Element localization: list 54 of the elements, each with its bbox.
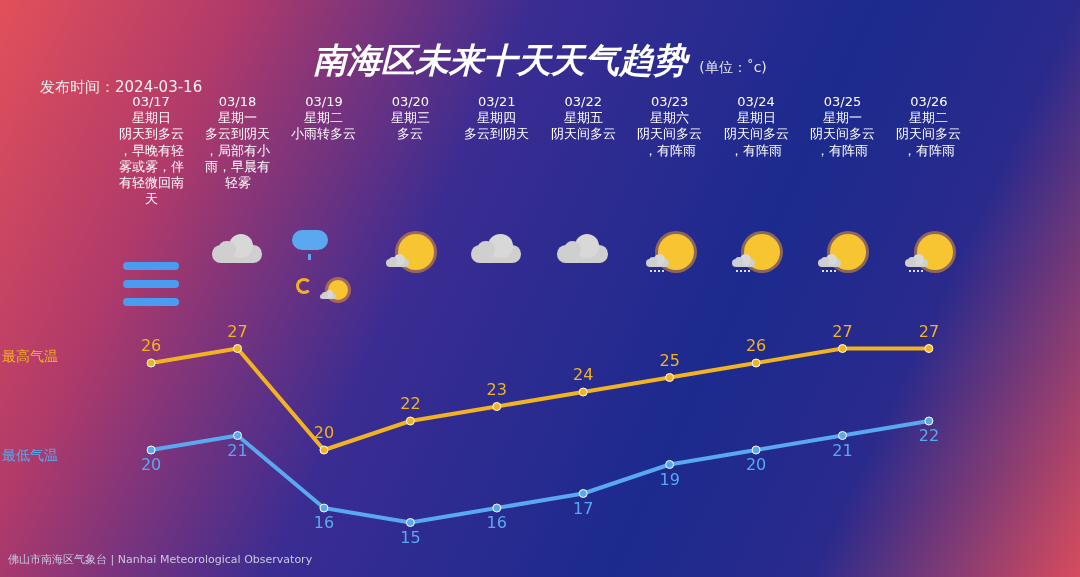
data-label: 21 (227, 440, 248, 460)
data-label: 27 (832, 321, 853, 341)
point (837, 431, 847, 440)
data-label: 27 (227, 321, 248, 341)
x-tick-label: 03/23星期六阴天间多云，有阵雨 (637, 93, 703, 158)
point (924, 344, 934, 353)
data-label: 27 (918, 321, 940, 341)
point (665, 373, 675, 382)
data-label: 15 (400, 527, 421, 547)
text: 佛山市南海区气象台 | Nanhai Meteorological Observatory (8, 552, 313, 567)
x-tick-label: 03/18星期一多云到阴天，局部有小雨，早晨有轻雾 (205, 93, 271, 190)
point (146, 445, 156, 455)
data-label: 21 (832, 440, 853, 460)
point (405, 518, 415, 527)
point (751, 445, 761, 455)
x-tick-label: 03/24星期日阴天间多云，有阵雨 (723, 93, 789, 158)
point (751, 358, 761, 368)
data-label: 16 (313, 513, 335, 533)
chart-title: 南海区未来十天天气趋势 (313, 40, 688, 80)
data-label: 20 (313, 423, 335, 443)
point (233, 431, 243, 440)
data-label: 22 (400, 394, 421, 414)
data-label: 25 (659, 350, 680, 370)
point (492, 402, 502, 411)
point (319, 445, 329, 455)
text: 最高气温 (2, 347, 58, 364)
data-label: 26 (140, 336, 162, 356)
text: 最低气温 (2, 446, 58, 463)
point (578, 387, 588, 397)
data-label: 26 (745, 336, 767, 356)
point (319, 503, 329, 513)
data-label: 20 (140, 455, 162, 475)
point (924, 416, 934, 426)
x-tick-label: 03/21星期四多云到阴天 (464, 93, 530, 142)
x-tick-label: 03/26星期二阴天间多云，有阵雨 (896, 93, 962, 158)
x-tick-label: 03/20星期三多云 (390, 93, 430, 142)
point (578, 489, 588, 498)
chart-subtitle: (单位：˚c) (699, 59, 767, 75)
data-label: 16 (486, 513, 507, 533)
x-tick-label: 03/22星期五阴天间多云 (550, 93, 616, 142)
data-label: 24 (573, 365, 594, 385)
data-label: 17 (573, 498, 594, 518)
data-label: 19 (659, 469, 680, 489)
point (492, 503, 502, 513)
x-tick-label: 03/19星期二小雨转多云 (291, 93, 357, 142)
data-label: 20 (745, 455, 767, 475)
x-tick-label: 03/25星期一阴天间多云，有阵雨 (809, 93, 875, 158)
point (146, 358, 156, 368)
point (405, 416, 415, 426)
point (837, 344, 847, 353)
data-label: 22 (918, 426, 940, 446)
point (233, 344, 243, 353)
point (665, 460, 675, 469)
data-label: 23 (486, 379, 507, 399)
